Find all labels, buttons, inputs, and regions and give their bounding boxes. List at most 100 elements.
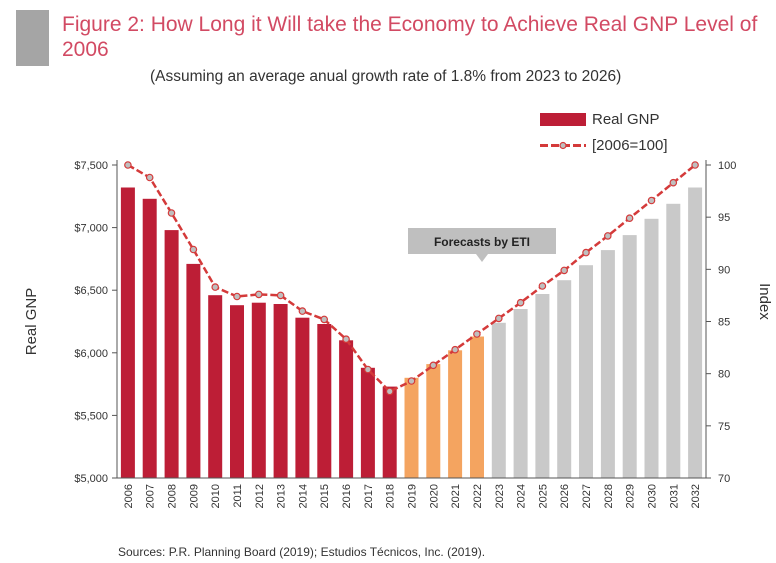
- x-tick-label: 2023: [494, 484, 506, 508]
- legend-label-real-gnp: Real GNP: [592, 110, 660, 128]
- left-tick-label: $6,500: [74, 285, 108, 297]
- bar-2018: [382, 386, 397, 478]
- index-point-2025: [538, 282, 547, 290]
- bar-2030: [644, 218, 659, 479]
- bar-2024: [513, 309, 528, 478]
- legend-swatch-bar: [540, 112, 586, 126]
- legend-label-index: [2006=100]: [592, 136, 668, 154]
- index-point-2008: [167, 209, 176, 217]
- x-tick-label: 2031: [668, 484, 680, 508]
- bar-2009: [186, 263, 201, 478]
- index-point-2007: [145, 173, 154, 182]
- bar-2006: [120, 187, 135, 478]
- legend-item-index: [2006=100]: [540, 132, 668, 158]
- index-point-2006: [124, 161, 132, 169]
- x-tick-label: 2013: [276, 484, 288, 508]
- x-tick-label: 2029: [625, 484, 637, 508]
- x-tick-label: 2014: [297, 484, 309, 508]
- index-point-2023: [494, 314, 503, 323]
- bar-2032: [688, 187, 703, 478]
- bar-2014: [295, 317, 310, 478]
- x-tick-label: 2015: [319, 484, 331, 508]
- axes-layer: $5,000 $5,500 $6,000 $6,500 $7,000 $7,500 70 75…: [23, 160, 773, 508]
- legend: Real GNP [2006=100]: [540, 106, 668, 158]
- x-tick-label: 2006: [123, 484, 135, 508]
- bar-2008: [164, 230, 179, 478]
- left-tick-label: $5,000: [74, 473, 108, 485]
- x-tick-label: 2026: [559, 484, 571, 508]
- index-point-2027: [582, 248, 590, 257]
- index-point-2032: [691, 161, 699, 169]
- right-tick-label: 90: [718, 264, 730, 276]
- index-point-2011: [233, 292, 241, 301]
- bar-2012: [251, 302, 266, 478]
- left-tick-label: $6,000: [74, 348, 108, 360]
- right-axis-title: Index: [756, 283, 773, 320]
- x-tick-label: 2028: [603, 484, 615, 508]
- index-point-2013: [276, 291, 285, 300]
- index-point-2029: [625, 214, 634, 223]
- x-tick-label: 2030: [646, 484, 658, 508]
- bar-2013: [273, 304, 288, 478]
- index-point-2030: [647, 196, 656, 205]
- right-tick-label: 70: [718, 473, 730, 485]
- index-line-layer: [124, 161, 699, 396]
- x-tick-label: 2024: [516, 484, 528, 508]
- left-tick-label: $7,500: [74, 160, 108, 172]
- bar-2007: [142, 198, 157, 479]
- index-point-2026: [560, 266, 569, 275]
- bar-2025: [535, 294, 550, 478]
- bar-2011: [230, 305, 244, 478]
- bar-2026: [557, 280, 572, 478]
- index-point-2016: [342, 335, 350, 344]
- forecast-annotation-pointer: [476, 254, 488, 262]
- bar-2023: [491, 322, 506, 478]
- left-tick-label: $7,000: [74, 223, 108, 235]
- x-tick-label: 2022: [472, 484, 484, 508]
- index-point-2009: [189, 245, 198, 254]
- index-point-2012: [254, 290, 263, 299]
- x-tick-label: 2018: [385, 484, 397, 508]
- right-tick-label: 75: [718, 421, 730, 433]
- bar-2016: [339, 340, 354, 478]
- source-note: Sources: P.R. Planning Board (2019); Est…: [118, 545, 486, 559]
- chart-title: Figure 2: How Long it Will take the Econ…: [62, 13, 758, 61]
- left-tick-label: $5,500: [74, 410, 108, 422]
- index-point-2028: [603, 232, 612, 240]
- right-tick-label: 85: [718, 317, 730, 329]
- x-tick-label: 2020: [428, 484, 440, 508]
- x-tick-label: 2027: [581, 484, 593, 508]
- bars-layer: [120, 187, 703, 479]
- index-point-2022: [473, 330, 481, 338]
- index-point-2010: [211, 283, 220, 291]
- index-point-2021: [451, 345, 459, 354]
- x-tick-label: 2007: [145, 484, 157, 508]
- bar-2017: [360, 367, 375, 478]
- x-tick-label: 2019: [407, 484, 419, 508]
- index-point-2018: [385, 387, 394, 396]
- x-tick-label: 2021: [450, 484, 462, 508]
- forecast-annotation-box: [408, 228, 556, 254]
- x-tick-label: 2017: [363, 484, 375, 508]
- x-tick-label: 2010: [210, 484, 222, 508]
- x-tick-label: 2011: [232, 484, 244, 508]
- index-point-2031: [669, 178, 678, 187]
- right-tick-label: 100: [718, 160, 736, 172]
- right-tick-label: 80: [718, 369, 730, 381]
- forecast-annotation-text: Forecasts by ETI: [434, 235, 530, 249]
- right-tick-label: 95: [718, 212, 730, 224]
- bar-2031: [666, 203, 681, 479]
- x-tick-label: 2009: [188, 484, 200, 508]
- bar-2010: [208, 295, 223, 478]
- bar-2027: [579, 265, 593, 478]
- index-point-2017: [364, 365, 372, 374]
- left-axis-title: Real GNP: [23, 288, 40, 356]
- x-tick-label: 2032: [690, 484, 702, 508]
- index-point-2024: [516, 298, 525, 307]
- annotation-layer: Forecasts by ETI: [408, 228, 556, 262]
- x-tick-label: 2008: [167, 484, 179, 508]
- bar-2022: [470, 336, 484, 478]
- x-tick-label: 2016: [341, 484, 353, 508]
- x-tick-label: 2025: [537, 484, 549, 508]
